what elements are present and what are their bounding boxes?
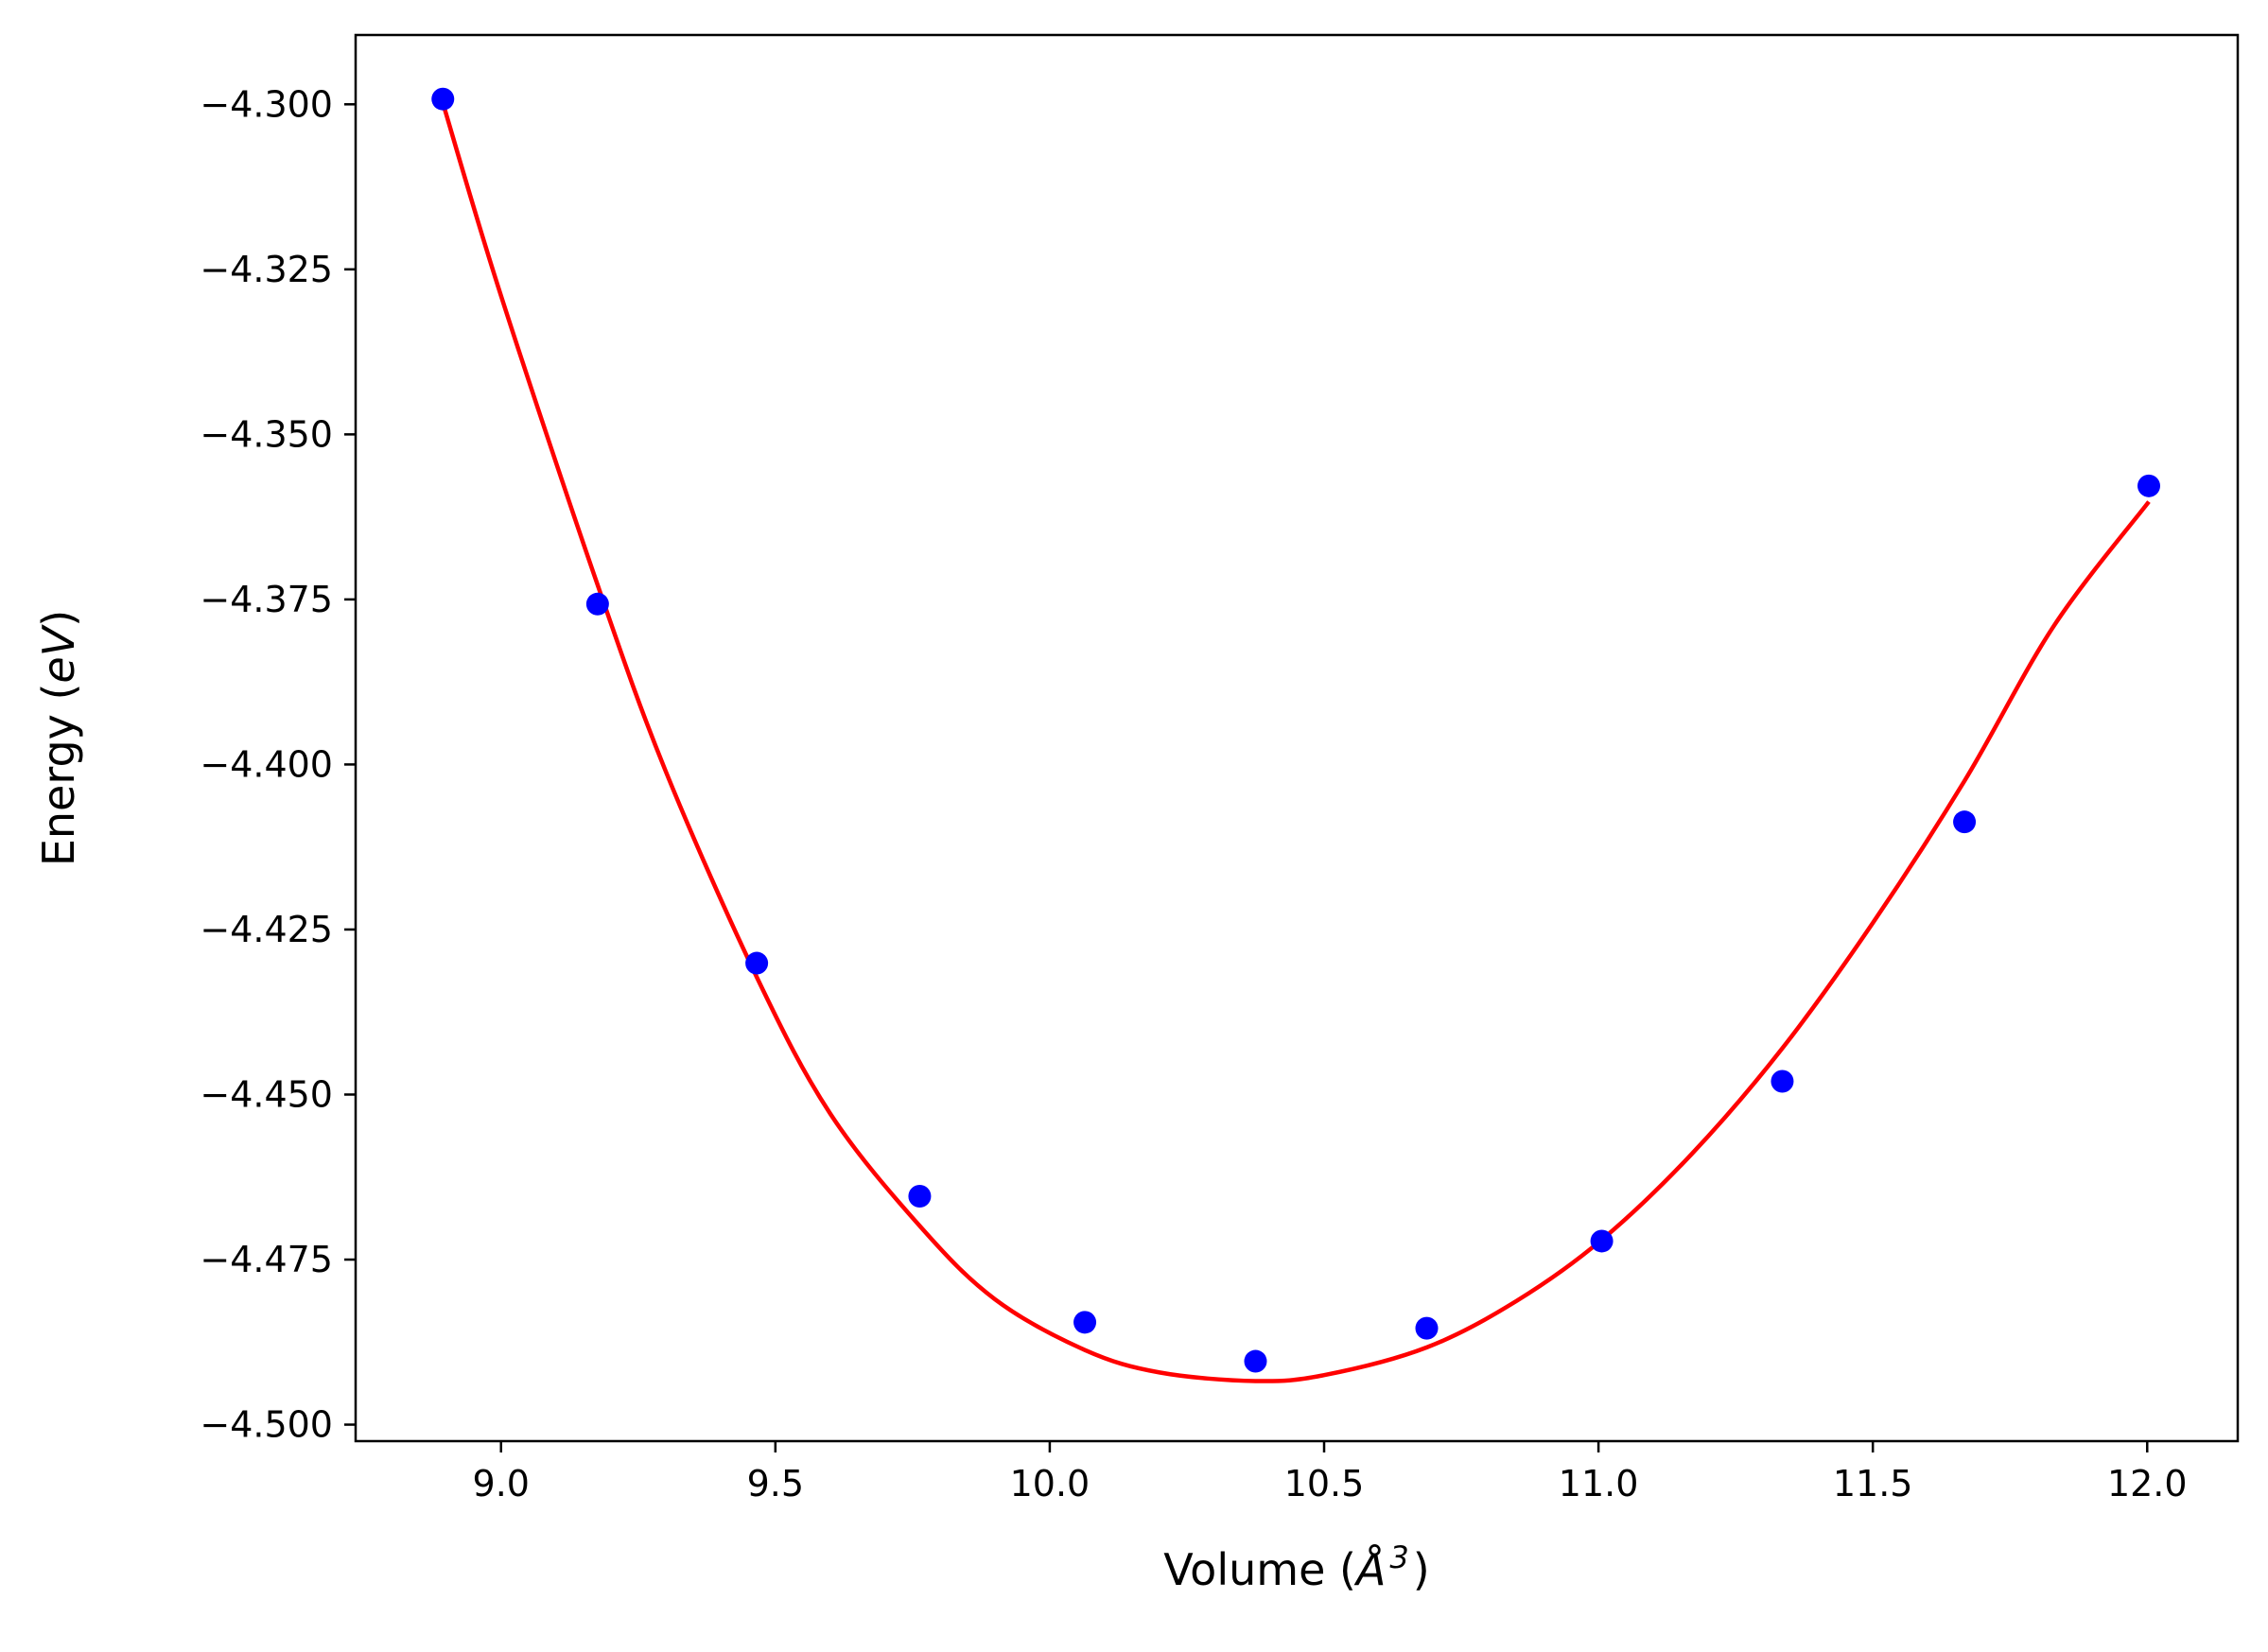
y-tick-label: −4.300 <box>200 83 333 125</box>
data-point-7 <box>1415 1316 1439 1340</box>
y-axis-label: Energy (eV) <box>33 610 84 866</box>
data-point-11 <box>2137 474 2161 497</box>
x-tick-label: 9.5 <box>747 1463 804 1504</box>
y-tick-label: −4.500 <box>200 1404 333 1446</box>
data-point-2 <box>585 592 609 616</box>
data-point-4 <box>908 1185 932 1208</box>
y-tick-label: −4.450 <box>200 1073 333 1115</box>
y-tick-label: −4.375 <box>200 579 333 620</box>
data-point-10 <box>1953 810 1977 834</box>
y-tick-label: −4.475 <box>200 1239 333 1280</box>
axes-frame <box>354 33 2240 1443</box>
y-tick-label: −4.325 <box>200 249 333 290</box>
x-tick-label: 11.5 <box>1833 1463 1913 1504</box>
x-tick-label: 11.0 <box>1559 1463 1639 1504</box>
fit-curve-line <box>441 102 2151 1383</box>
y-tick-label: −4.400 <box>200 743 333 785</box>
data-point-6 <box>1244 1349 1267 1373</box>
x-tick-label: 12.0 <box>2107 1463 2188 1504</box>
x-axis-label: Volume (Å 3) <box>1163 1539 1429 1595</box>
x-tick-label: 9.0 <box>473 1463 530 1504</box>
data-point-3 <box>745 951 769 975</box>
data-point-9 <box>1771 1069 1794 1093</box>
y-tick-label: −4.425 <box>200 909 333 950</box>
data-point-1 <box>431 87 455 111</box>
x-tick-label: 10.5 <box>1284 1463 1365 1504</box>
plot-area <box>431 87 2161 1383</box>
data-point-8 <box>1590 1229 1614 1253</box>
y-axis: −4.300 −4.325 −4.350 −4.375 −4.400 −4.425 −4.4… <box>200 83 356 1446</box>
x-axis: 9.0 9.5 10.0 10.5 11.0 11.5 12.0 <box>473 1441 2188 1504</box>
x-tick-label: 10.0 <box>1010 1463 1090 1504</box>
y-tick-label: −4.350 <box>200 413 333 455</box>
data-point-5 <box>1073 1311 1097 1334</box>
